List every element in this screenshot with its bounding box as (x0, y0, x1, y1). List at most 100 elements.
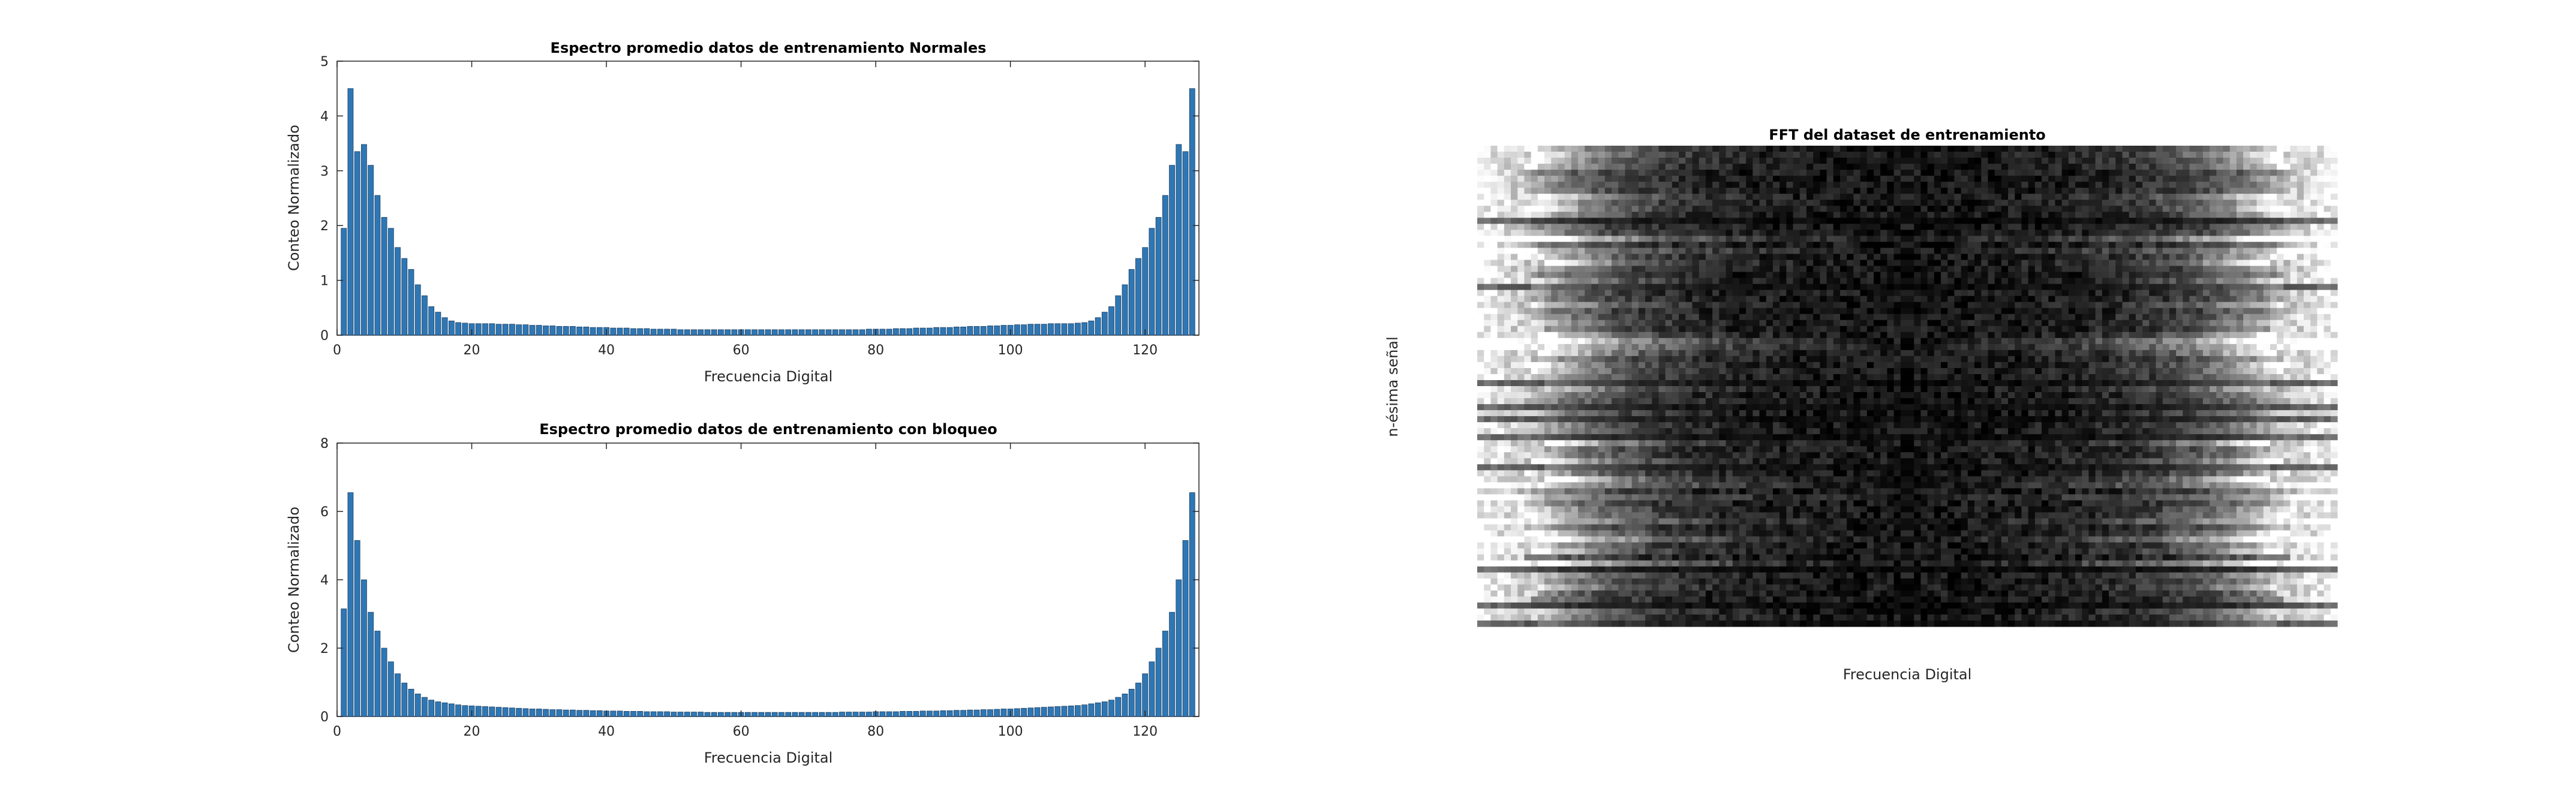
heatmap-cell (1920, 332, 1928, 339)
heatmap-cell (1531, 218, 1538, 224)
heatmap-cell (1839, 344, 1847, 351)
heatmap-cell (1813, 350, 1820, 357)
heatmap-cell (1826, 266, 1834, 273)
heatmap-cell (1974, 242, 1982, 249)
heatmap-cell (1772, 326, 1780, 333)
heatmap-cell (2176, 308, 2183, 315)
heatmap-cell (1927, 332, 1935, 339)
heatmap-cell (1645, 284, 1652, 291)
heatmap-cell (1591, 224, 1599, 230)
heatmap-cell (2034, 236, 2042, 243)
heatmap-cell (2001, 176, 2009, 182)
heatmap-cell (1631, 266, 1639, 273)
heatmap-cell (1564, 308, 1572, 315)
heatmap-cell (2216, 230, 2224, 236)
heatmap-cell (1732, 164, 1740, 170)
heatmap-cell (1578, 242, 1585, 249)
heatmap-cell (2082, 200, 2090, 206)
heatmap-cell (2149, 302, 2157, 309)
heatmap-cell (1551, 332, 1559, 339)
heatmap-cell (1645, 338, 1652, 345)
heatmap-cell (1759, 182, 1767, 188)
heatmap-cell (1631, 194, 1639, 200)
heatmap-cell (2290, 296, 2298, 303)
bar (1081, 704, 1088, 717)
heatmap-cell (2283, 224, 2291, 230)
heatmap-cell (1591, 290, 1599, 297)
heatmap-cell (2216, 350, 2224, 357)
heatmap-cell (1578, 314, 1585, 321)
heatmap-cell (1490, 176, 1498, 182)
heatmap-cell (2135, 176, 2143, 182)
heatmap-cell (2088, 338, 2096, 345)
heatmap-cell (1564, 284, 1572, 291)
heatmap-cell (1685, 194, 1693, 200)
heatmap-cell (2149, 242, 2157, 249)
heatmap-cell (1511, 206, 1518, 212)
heatmap-cell (1988, 272, 1995, 279)
heatmap-cell (2183, 170, 2190, 176)
heatmap-cell (1591, 206, 1599, 212)
heatmap-cell (1887, 230, 1895, 236)
heatmap-cell (1934, 278, 1941, 285)
heatmap-cell (1585, 146, 1592, 152)
heatmap-cell (1853, 188, 1861, 194)
heatmap-cell (1839, 218, 1847, 224)
heatmap-cell (2183, 344, 2190, 351)
heatmap-cell (1753, 320, 1760, 327)
heatmap-cell (1578, 206, 1585, 212)
heatmap-cell (1665, 314, 1673, 321)
heatmap-cell (1839, 206, 1847, 212)
bar (644, 711, 650, 717)
heatmap-cell (1591, 338, 1599, 345)
heatmap-cell (2176, 272, 2183, 279)
heatmap-cell (1544, 206, 1552, 212)
heatmap-cell (1847, 356, 1854, 363)
heatmap-cell (1893, 302, 1901, 309)
heatmap-cell (1652, 248, 1660, 255)
heatmap-cell (1638, 296, 1646, 303)
heatmap-cell (1974, 308, 1982, 315)
heatmap-cell (1806, 284, 1814, 291)
heatmap-cell (1994, 146, 2002, 152)
heatmap-cell (1658, 290, 1666, 297)
heatmap-cell (1772, 176, 1780, 182)
heatmap-cell (1645, 182, 1652, 188)
heatmap-cell (1786, 218, 1794, 224)
heatmap-cell (1860, 194, 1868, 200)
heatmap-cell (1833, 176, 1841, 182)
heatmap-cell (1981, 278, 1989, 285)
heatmap-cell (1914, 290, 1921, 297)
heatmap-cell (1954, 326, 1962, 333)
bar (529, 709, 536, 717)
heatmap-cell (2122, 338, 2130, 345)
heatmap-cell (1813, 182, 1820, 188)
heatmap-cell (1571, 332, 1579, 339)
heatmap-cell (1847, 296, 1854, 303)
heatmap-cell (2142, 218, 2150, 224)
heatmap-cell (2061, 308, 2069, 315)
heatmap-cell (1652, 188, 1660, 194)
heatmap-cell (1517, 308, 1525, 315)
heatmap-cell (2082, 206, 2090, 212)
heatmap-cell (1988, 326, 1995, 333)
heatmap-cell (2263, 146, 2271, 152)
heatmap-cell (1712, 224, 1720, 230)
heatmap-cell (1685, 350, 1693, 357)
heatmap-cell (2196, 338, 2204, 345)
heatmap-cell (1645, 266, 1652, 273)
heatmap-cell (1746, 254, 1753, 261)
heatmap-cell (2068, 164, 2076, 170)
heatmap-cell (1524, 362, 1532, 369)
heatmap-cell (2028, 254, 2036, 261)
heatmap-cell (1558, 320, 1565, 327)
heatmap-cell (2135, 164, 2143, 170)
heatmap-cell (1954, 176, 1962, 182)
heatmap-cell (1598, 182, 1606, 188)
heatmap-cell (1793, 182, 1801, 188)
heatmap-cell (2256, 146, 2264, 152)
heatmap-cell (2183, 212, 2190, 218)
heatmap-cell (2028, 164, 2036, 170)
heatmap-cell (1780, 260, 1787, 267)
heatmap-cell (1759, 308, 1767, 315)
